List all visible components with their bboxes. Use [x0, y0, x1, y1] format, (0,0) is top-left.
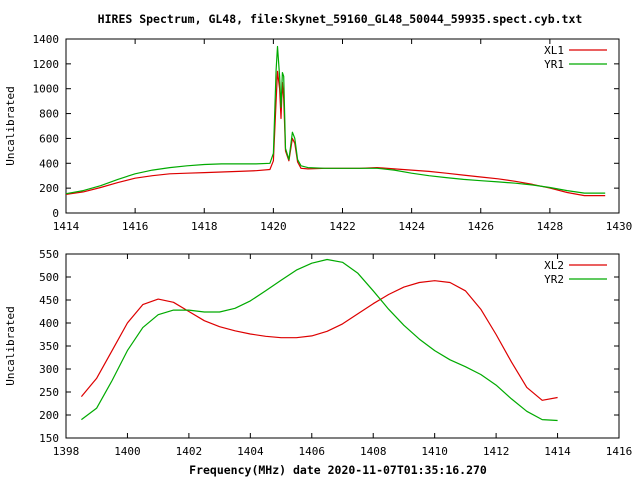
- figure-title: HIRES Spectrum, GL48, file:Skynet_59160_…: [98, 12, 583, 27]
- series-line-xl1: [65, 70, 606, 197]
- x-tick-label: 1428: [537, 220, 564, 233]
- x-tick-label: 1410: [421, 445, 448, 458]
- x-tick-label: 1416: [122, 220, 149, 233]
- y-tick-label: 550: [39, 248, 59, 261]
- x-tick-label: 1426: [468, 220, 495, 233]
- x-tick-label: 1400: [114, 445, 141, 458]
- x-tick-label: 1416: [606, 445, 633, 458]
- y-tick-label: 0: [52, 207, 59, 220]
- series-line-yr1: [65, 45, 606, 195]
- y-tick-label: 250: [39, 386, 59, 399]
- x-tick-label: 1408: [360, 445, 387, 458]
- x-tick-label: 1420: [260, 220, 287, 233]
- bottom-spectrum-panel: 1398 1400 1402 1404 1406 1408 1410 1412 1414 1416…: [4, 248, 632, 458]
- y-tick-label: 200: [39, 409, 59, 422]
- y-tick-label: 400: [39, 157, 59, 170]
- y-tick-label: 1000: [33, 83, 60, 96]
- x-tick-label: 1412: [483, 445, 510, 458]
- x-axis-label: Frequency(MHz) date 2020-11-07T01:35:16.…: [189, 463, 487, 477]
- plot-frame: [65, 253, 620, 439]
- x-tick-label: 1406: [299, 445, 326, 458]
- x-tick-label: 1398: [53, 445, 80, 458]
- y-tick-label: 400: [39, 317, 59, 330]
- x-tick-label: 1414: [53, 220, 80, 233]
- x-tick-label: 1424: [398, 220, 425, 233]
- x-tick-label: 1402: [176, 445, 203, 458]
- plot-frame: [65, 38, 620, 214]
- y-tick-label: 200: [39, 182, 59, 195]
- y-tick-label: 600: [39, 132, 59, 145]
- x-tick-label: 1418: [191, 220, 218, 233]
- y-tick-label: 500: [39, 271, 59, 284]
- x-tick-label: 1422: [329, 220, 356, 233]
- y-tick-label: 350: [39, 340, 59, 353]
- legend-label: YR2: [544, 273, 564, 286]
- legend-label: XL2: [544, 259, 564, 272]
- series-line-xl2: [80, 280, 558, 401]
- y-tick-label: 300: [39, 363, 59, 376]
- top-spectrum-panel: 1414 1416 1418 1420 1422 1424 1426 1428 1430 0 200…: [4, 33, 632, 233]
- legend-label: YR1: [544, 58, 564, 71]
- y-tick-label: 450: [39, 294, 59, 307]
- x-tick-label: 1414: [544, 445, 571, 458]
- x-tick-label: 1404: [237, 445, 264, 458]
- y-tick-label: 150: [39, 432, 59, 445]
- x-tick-label: 1430: [606, 220, 633, 233]
- y-tick-label: 1200: [33, 58, 60, 71]
- series-line-yr2: [81, 258, 558, 422]
- y-axis-label: Uncalibrated: [4, 86, 17, 165]
- legend-label: XL1: [544, 44, 564, 57]
- y-tick-label: 800: [39, 108, 59, 121]
- y-tick-label: 1400: [33, 33, 60, 46]
- y-axis-label: Uncalibrated: [4, 306, 17, 385]
